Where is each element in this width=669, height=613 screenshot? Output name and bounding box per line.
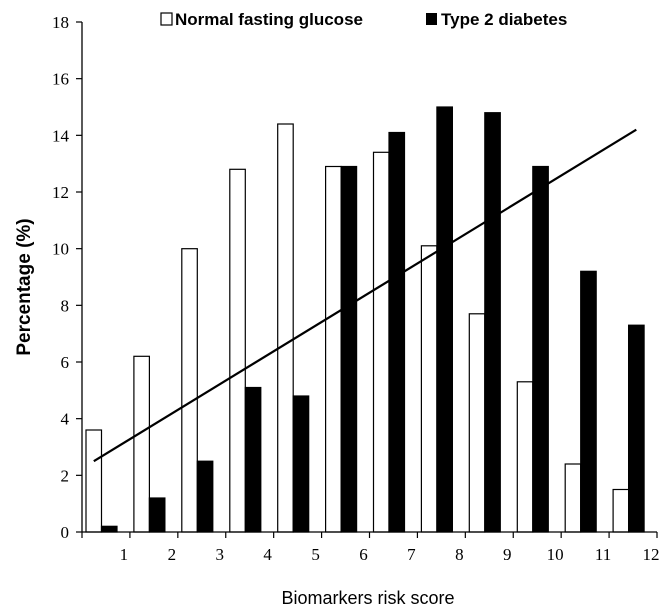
x-tick-label-10: 10 (547, 545, 564, 564)
y-tick-label-8: 8 (61, 296, 70, 315)
x-tick-label-5: 5 (311, 545, 320, 564)
bar-type-2-diabetes-5 (292, 395, 310, 533)
y-tick-label-14: 14 (52, 126, 70, 145)
x-tick-label-12: 12 (643, 545, 660, 564)
bar-type-2-diabetes-2 (148, 497, 166, 533)
y-tick-label-18: 18 (52, 13, 69, 32)
bar-type-2-diabetes-4 (244, 386, 262, 533)
bar-normal-fasting-glucose-7 (372, 151, 390, 533)
bar-type-2-diabetes-8 (436, 106, 453, 533)
bar-type-2-diabetes-12 (627, 324, 645, 533)
legend: Normal fasting glucose Type 2 diabetes (160, 10, 567, 29)
bar-normal-fasting-glucose-11 (564, 463, 582, 533)
trend-line (93, 128, 637, 463)
bar-normal-fasting-glucose-5 (277, 123, 294, 533)
y-tick-label-4: 4 (61, 410, 70, 429)
legend-label-type-2-diabetes: Type 2 diabetes (441, 10, 567, 29)
bar-type-2-diabetes-11 (580, 270, 597, 533)
y-axis-title: Percentage (%) (14, 218, 35, 355)
legend-label-normal-fasting-glucose: Normal fasting glucose (175, 10, 363, 29)
bar-normal-fasting-glucose-10 (516, 381, 534, 533)
x-tick-label-8: 8 (455, 545, 464, 564)
x-tick-label-6: 6 (359, 545, 368, 564)
y-tick-label-0: 0 (61, 523, 70, 542)
x-tick-label-1: 1 (120, 545, 129, 564)
y-tick-label-2: 2 (61, 466, 70, 485)
bar-normal-fasting-glucose-6 (325, 165, 342, 533)
x-tick-label-4: 4 (263, 545, 272, 564)
bar-normal-fasting-glucose-3 (181, 248, 198, 533)
x-tick-label-11: 11 (595, 545, 611, 564)
bar-type-2-diabetes-10 (532, 165, 549, 533)
bar-type-2-diabetes-9 (484, 112, 501, 533)
bar-normal-fasting-glucose-12 (612, 488, 630, 533)
bar-type-2-diabetes-6 (340, 165, 358, 533)
y-tick-label-10: 10 (52, 240, 69, 259)
bar-normal-fasting-glucose-4 (229, 168, 246, 533)
bar-type-2-diabetes-1 (100, 525, 118, 533)
bar-type-2-diabetes-7 (388, 131, 406, 533)
x-tick-label-9: 9 (503, 545, 512, 564)
bar-normal-fasting-glucose-1 (85, 429, 103, 533)
legend-swatch-type-2-diabetes (426, 13, 437, 25)
y-tick-label-16: 16 (52, 70, 69, 89)
x-tick-label-3: 3 (216, 545, 225, 564)
bar-normal-fasting-glucose-8 (420, 245, 438, 533)
x-tick-label-2: 2 (168, 545, 177, 564)
legend-swatch-normal-fasting-glucose (160, 12, 173, 26)
bar-normal-fasting-glucose-2 (133, 355, 150, 533)
y-tick-label-12: 12 (52, 183, 69, 202)
bar-normal-fasting-glucose-9 (468, 313, 486, 533)
x-axis-title: Biomarkers risk score (281, 588, 454, 608)
bar-type-2-diabetes-3 (196, 460, 214, 533)
y-tick-label-6: 6 (61, 353, 70, 372)
x-tick-label-7: 7 (407, 545, 416, 564)
